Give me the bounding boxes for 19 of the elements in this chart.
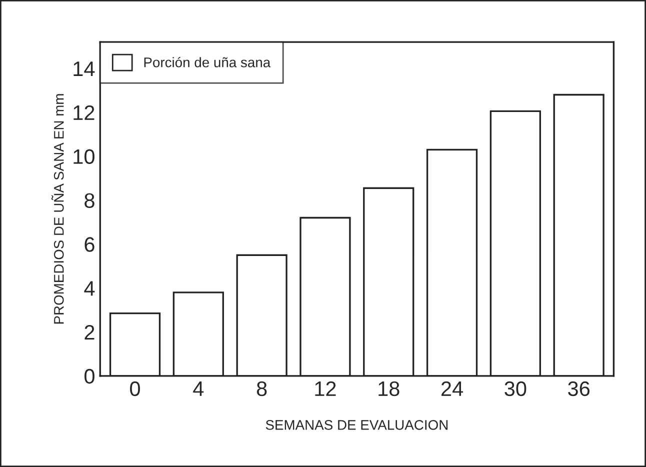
x-tick-label: 24 [441, 381, 463, 396]
y-axis-title: PROMEDIOS DE UÑA SANA EN mm [51, 94, 64, 324]
x-tick-label: 18 [378, 381, 400, 396]
y-tick-label: 2 [84, 325, 94, 340]
y-tick-label: 12 [74, 105, 94, 120]
y-tick-label: 4 [84, 281, 95, 296]
x-tick-label: 8 [256, 381, 267, 396]
legend-label: Porción de uña sana [144, 56, 271, 68]
y-tick-label: 10 [74, 149, 94, 164]
x-tick-label: 0 [130, 381, 140, 396]
x-tick-label: 36 [568, 381, 590, 396]
y-tick-label: 6 [84, 237, 94, 252]
x-tick-label: 12 [315, 381, 336, 396]
x-axis-title: SEMANAS DE EVALUACION [266, 420, 448, 430]
x-tick-label: 30 [504, 381, 526, 396]
x-tick-label: 4 [193, 382, 204, 396]
y-tick-label: 0 [84, 368, 94, 384]
y-tick-label: 8 [84, 193, 94, 208]
y-tick-label: 14 [74, 62, 95, 76]
